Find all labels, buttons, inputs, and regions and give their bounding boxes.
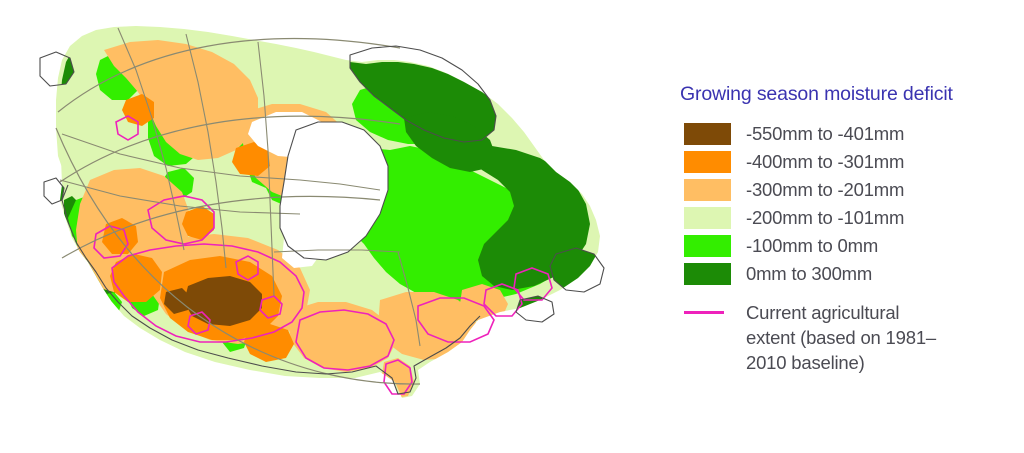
hudson-bay (248, 112, 388, 268)
legend-item: -400mm to -301mm (678, 148, 1008, 176)
legend-label: -550mm to -401mm (746, 123, 905, 144)
legend-item-agricultural-extent: Current agricultural extent (based on 19… (678, 300, 1008, 375)
legend-item: -200mm to -101mm (678, 204, 1008, 232)
province-borders (59, 27, 421, 347)
legend-label: -400mm to -301mm (746, 151, 905, 172)
legend-item: 0mm to 300mm (678, 260, 1008, 288)
legend-swatch-brown (684, 123, 731, 145)
legend-item: -550mm to -401mm (678, 120, 1008, 148)
line-icon (684, 300, 731, 314)
legend: Growing season moisture deficit -550mm t… (678, 82, 1008, 375)
legend-swatch-dark-green (684, 263, 731, 285)
legend-label: 0mm to 300mm (746, 263, 873, 284)
legend-swatch-bright-green (684, 235, 731, 257)
legend-label: -100mm to 0mm (746, 235, 879, 256)
coastline (39, 45, 605, 395)
legend-swatch-light-orange (684, 179, 731, 201)
legend-swatch-pale-green (684, 207, 731, 229)
legend-label: Current agricultural extent (based on 19… (746, 302, 937, 373)
graticule (55, 37, 421, 385)
legend-title: Growing season moisture deficit (680, 83, 953, 105)
canada-moisture-deficit-map (39, 26, 605, 398)
legend-label: -200mm to -101mm (746, 207, 905, 228)
legend-label: -300mm to -201mm (746, 179, 905, 200)
legend-swatch-orange (684, 151, 731, 173)
legend-item: -300mm to -201mm (678, 176, 1008, 204)
map-panel (39, 26, 605, 398)
legend-item: -100mm to 0mm (678, 232, 1008, 260)
